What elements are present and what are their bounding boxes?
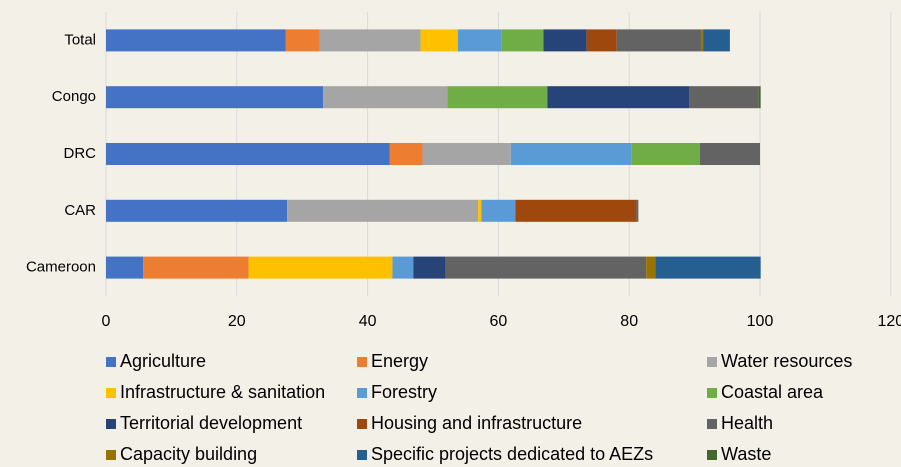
y-tick-label: Total: [64, 31, 96, 48]
bar-segment: [248, 256, 393, 279]
legend-label: Housing and infrastructure: [371, 413, 582, 433]
bar-segment: [543, 29, 587, 52]
legend-label: Specific projects dedicated to AEZs: [371, 444, 653, 464]
x-tick-label: 100: [747, 313, 774, 330]
legend-swatch: [707, 357, 717, 367]
bar-segment: [636, 199, 639, 222]
bar-segment: [616, 29, 702, 52]
bar-segment: [699, 143, 760, 165]
bar-segment: [758, 86, 761, 109]
y-tick-label: Cameroon: [26, 259, 96, 276]
bar-segment: [701, 29, 704, 52]
bar-segment: [143, 256, 249, 279]
bar-segment: [646, 256, 656, 279]
legend-label: Forestry: [371, 382, 437, 402]
legend-label: Water resources: [721, 351, 852, 371]
x-tick-label: 20: [228, 313, 246, 330]
bar-segment: [106, 86, 324, 109]
x-tick-label: 40: [359, 313, 377, 330]
legend-label: Health: [721, 413, 773, 433]
bar-segment: [481, 199, 516, 222]
legend-swatch: [106, 357, 116, 367]
bar-segment: [445, 256, 647, 279]
bar-segment: [323, 86, 448, 109]
bar-segment: [703, 29, 730, 52]
bar-segment: [106, 256, 144, 279]
legend-swatch: [357, 388, 367, 398]
x-tick-label: 120: [877, 313, 901, 330]
legend-label: Energy: [371, 351, 428, 371]
bar-segment: [447, 86, 548, 109]
bar-segment: [106, 143, 390, 165]
bar-segment: [457, 29, 502, 52]
bar-segment: [655, 256, 761, 279]
legend-swatch: [106, 419, 116, 429]
legend-label: Waste: [721, 444, 771, 464]
bar-segment: [515, 199, 637, 222]
legend-label: Coastal area: [721, 382, 824, 402]
legend-label: Infrastructure & sanitation: [120, 382, 325, 402]
bar-segment: [413, 256, 446, 279]
y-tick-label: Congo: [52, 88, 96, 105]
legend-label: Capacity building: [120, 444, 257, 464]
x-tick-label: 80: [620, 313, 638, 330]
bar-segment: [319, 29, 421, 52]
bar-segment: [106, 29, 286, 52]
y-tick-label: DRC: [64, 145, 97, 162]
bar-segment: [392, 256, 414, 279]
bar-segment: [478, 199, 482, 222]
legend-swatch: [106, 450, 116, 460]
legend-label: Agriculture: [120, 351, 206, 371]
legend-label: Territorial development: [120, 413, 302, 433]
bar-segment: [631, 143, 700, 165]
bar-segment: [547, 86, 690, 109]
legend-swatch: [106, 388, 116, 398]
bar-segment: [510, 143, 632, 165]
bar-segment: [285, 29, 320, 52]
x-tick-label: 60: [490, 313, 508, 330]
legend-swatch: [357, 357, 367, 367]
legend-swatch: [707, 388, 717, 398]
bar-segment: [501, 29, 544, 52]
legend-swatch: [707, 419, 717, 429]
legend-swatch: [357, 450, 367, 460]
bar-segment: [689, 86, 759, 109]
bar-segment: [287, 199, 479, 222]
legend-swatch: [707, 450, 717, 460]
legend-swatch: [357, 419, 367, 429]
x-tick-label: 0: [102, 313, 111, 330]
bar-segment: [586, 29, 617, 52]
bar-segment: [106, 199, 288, 222]
y-tick-label: CAR: [64, 202, 96, 219]
bar-segment: [420, 29, 458, 52]
bar-segment: [389, 143, 423, 165]
bar-segment: [422, 143, 511, 165]
